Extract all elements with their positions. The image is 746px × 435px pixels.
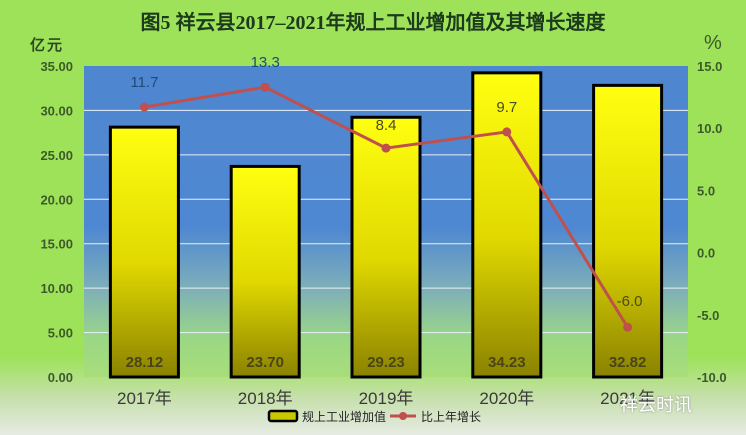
line-marker [623,322,633,332]
line-value-label: -6.0 [617,293,643,310]
x-axis-tick-label: 2020年 [479,389,534,408]
line-series: 11.7 13.3 8.4 9.7 -6.0 [130,54,643,332]
line-marker [381,143,391,153]
left-axis-tick-label: 10.00 [40,281,73,296]
bar-value-label: 23.70 [246,354,284,371]
right-axis-tick-label: 15.0 [697,59,722,74]
left-axis-tick-label: 20.00 [40,192,73,207]
x-axis-tick-label: 2017年 [117,389,172,408]
legend-bar-label: 规上工业增加值 [302,409,386,424]
x-axis-tick-label: 2019年 [359,389,414,408]
chart-title: 图5 祥云县2017–2021年规上工业增加值及其增长速度 [140,12,606,34]
left-axis-tick-label: 15.00 [40,237,73,252]
line-value-label: 11.7 [130,74,158,91]
right-axis-tick-label: 0.0 [697,246,715,261]
legend: 规上工业增加值 比上年增长 [267,409,481,424]
line-value-label: 8.4 [376,117,397,134]
right-axis-ticks: -10.0 -5.0 0.0 5.0 10.0 15.0 [697,59,727,385]
left-axis-tick-label: 0.00 [48,370,73,385]
x-axis-tick-label: 2018年 [238,389,293,408]
line-marker [260,82,270,92]
left-axis-tick-label: 30.00 [40,103,73,118]
bar-value-label: 29.23 [367,354,405,371]
left-axis-unit: 亿元 [30,38,65,54]
bar-series: 28.12 23.70 29.23 34.23 32.82 [108,71,664,379]
legend-bar-swatch [267,409,299,423]
legend-line-marker [399,412,407,420]
x-axis-tick-label: 2021年 [600,389,655,408]
bar-value-label: 32.82 [609,354,647,371]
left-axis-tick-label: 35.00 [40,59,73,74]
left-axis-ticks: 0.00 5.00 10.00 15.00 20.00 25.00 30.00 35.00 [40,59,73,385]
bar [108,125,180,379]
line-value-label: 13.3 [251,54,280,71]
watermark: 祥云时讯 [620,395,692,415]
line-value-label: 9.7 [496,99,517,116]
right-axis-tick-label: 10.0 [697,121,722,136]
bar [471,71,543,379]
line-marker [139,102,149,112]
right-axis-tick-label: -5.0 [697,308,719,323]
left-axis-tick-label: 5.00 [48,326,73,341]
line-marker [502,127,512,137]
right-axis-unit: % [704,32,722,54]
bar [350,115,422,379]
right-axis-tick-label: -10.0 [697,370,727,385]
legend-line-label: 比上年增长 [421,410,481,424]
bar-value-label: 28.12 [126,354,164,371]
right-axis-tick-label: 5.0 [697,183,715,198]
bar [229,164,301,379]
x-axis-ticks: 2017年 2018年 2019年 2020年 2021年 [117,389,655,408]
left-axis-tick-label: 25.00 [40,148,73,163]
bar [592,83,664,379]
bar-value-label: 34.23 [488,354,526,371]
